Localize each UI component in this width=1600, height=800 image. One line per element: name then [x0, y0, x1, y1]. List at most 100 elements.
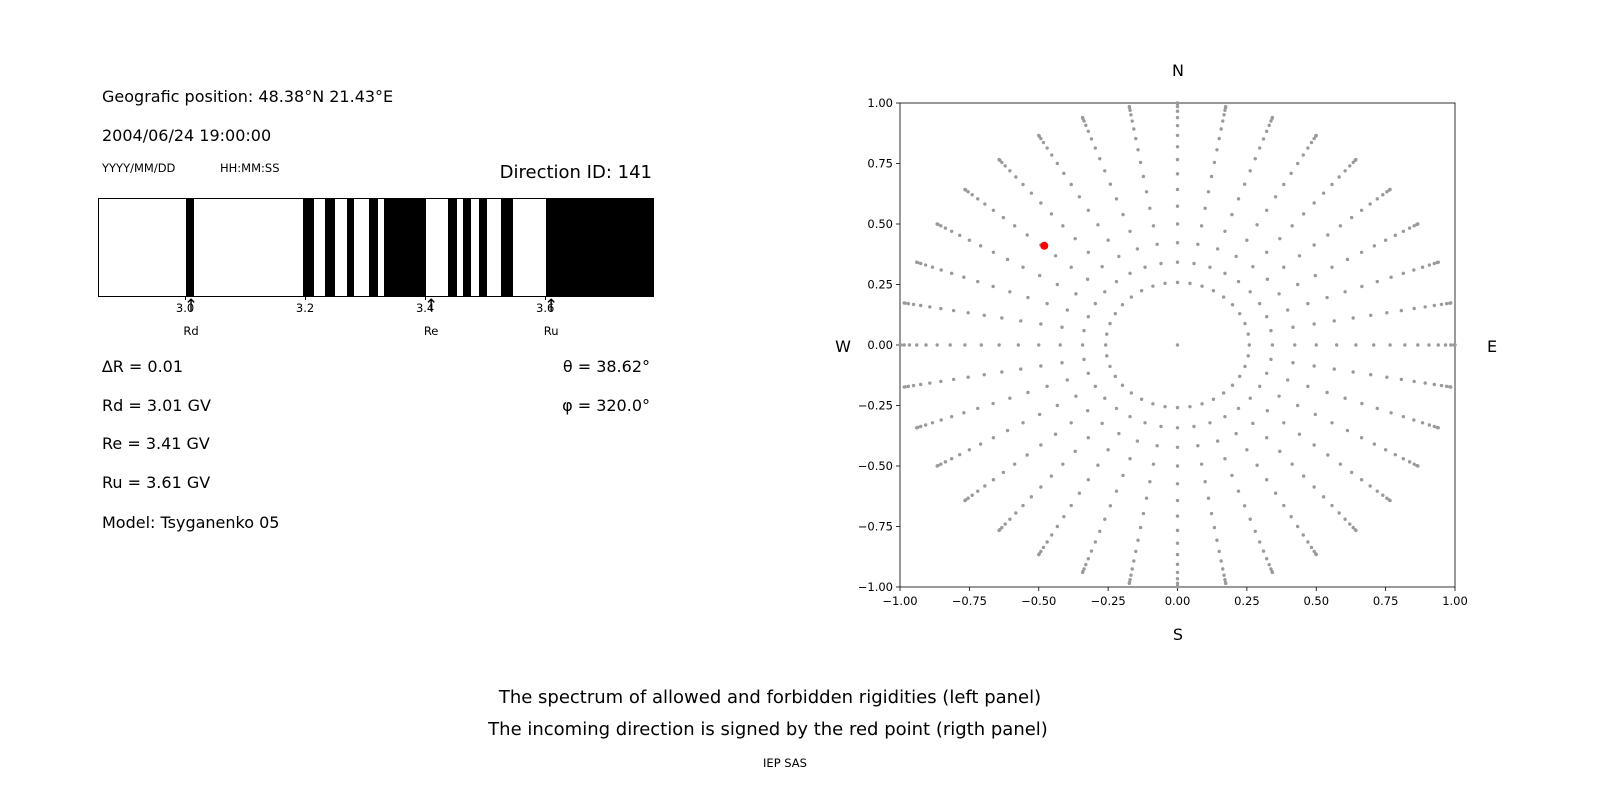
allowed-rigidity-band — [369, 199, 379, 296]
direction-grid-dot — [1175, 123, 1180, 128]
direction-grid-dot — [1432, 382, 1436, 387]
spectrum-tick-mark — [305, 296, 307, 300]
direction-grid-dot — [924, 343, 928, 347]
direction-grid-dot — [1163, 281, 1167, 286]
direction-grid-dot — [1039, 201, 1043, 205]
x-tick-label: 0.75 — [1373, 594, 1399, 608]
direction-grid-dot — [1393, 233, 1398, 238]
direction-grid-dot — [1074, 394, 1078, 398]
direction-grid-dot — [1045, 146, 1049, 150]
direction-grid-dot — [1199, 462, 1204, 466]
direction-grid-dot — [1401, 457, 1406, 461]
direction-grid-dot — [1055, 403, 1060, 408]
y-tick-label: 0.25 — [867, 278, 893, 292]
direction-grid-dot — [997, 343, 1001, 347]
direction-grid-dot — [1175, 445, 1180, 449]
direction-grid-dot — [1385, 311, 1389, 315]
direction-grid-dot — [1055, 161, 1060, 166]
direction-grid-dot — [966, 375, 970, 379]
direction-grid-dot — [1085, 277, 1090, 281]
direction-grid-dot — [1238, 374, 1242, 379]
direction-grid-dot — [1211, 397, 1216, 401]
direction-grid-dot — [1383, 448, 1388, 452]
direction-grid-dot — [1297, 432, 1302, 436]
direction-grid-dot — [1270, 115, 1275, 120]
direction-grid-dot — [1084, 562, 1088, 567]
direction-grid-dot — [1103, 343, 1108, 347]
direction-grid-dot — [915, 260, 919, 264]
direction-grid-dot — [1265, 277, 1270, 281]
direction-grid-dot — [983, 202, 987, 206]
direction-grid-dot — [1251, 264, 1255, 269]
direction-grid-dot — [1343, 290, 1347, 294]
direction-grid-dot — [966, 190, 970, 194]
direction-grid-dot — [976, 406, 980, 411]
direction-grid-dot — [1264, 435, 1269, 440]
direction-grid-dot — [1106, 448, 1110, 452]
direction-grid-dot — [1037, 343, 1041, 347]
direction-grid-dot — [957, 233, 962, 238]
direction-grid-dot — [1014, 175, 1018, 179]
caption-line-2: The incoming direction is signed by the … — [488, 719, 1048, 740]
direction-grid-dot — [1295, 282, 1300, 287]
direction-grid-dot — [1236, 489, 1241, 493]
up-arrow-icon: ↑ — [544, 296, 559, 316]
direction-grid-dot — [1293, 343, 1297, 347]
direction-grid-dot — [1301, 533, 1305, 537]
direction-grid-dot — [1114, 197, 1119, 201]
direction-grid-dot — [1175, 133, 1180, 138]
direction-grid-dot — [1230, 473, 1234, 478]
time-format-label: HH:MM:SS — [220, 161, 280, 175]
direction-grid-dot — [1375, 197, 1379, 201]
direction-grid-dot — [1128, 578, 1132, 582]
direction-grid-dot — [1412, 224, 1416, 228]
rd-value-text: Rd = 3.01 GV — [102, 396, 211, 415]
direction-grid-dot — [1098, 529, 1102, 533]
direction-grid-dot — [923, 423, 928, 427]
direction-grid-dot — [1026, 390, 1030, 395]
direction-grid-dot — [1423, 305, 1427, 309]
direction-grid-dot — [1103, 396, 1107, 400]
direction-grid-dot — [1041, 140, 1046, 145]
direction-grid-dot — [1053, 254, 1058, 258]
direction-grid-dot — [1108, 504, 1113, 508]
direction-grid-dot — [1343, 396, 1347, 400]
direction-grid-dot — [1175, 343, 1180, 347]
direction-grid-dot — [1368, 202, 1372, 206]
direction-grid-dot — [1003, 522, 1007, 526]
direction-grid-dot — [1264, 371, 1269, 376]
direction-grid-dot — [1289, 171, 1293, 176]
cutoff-marker-rd: ↑ Rd — [183, 296, 198, 339]
direction-grid-dot — [1291, 361, 1295, 365]
direction-grid-dot — [1282, 182, 1286, 187]
direction-grid-dot — [1222, 573, 1226, 577]
direction-grid-dot — [1096, 223, 1100, 227]
direction-grid-dot — [1039, 485, 1043, 489]
direction-grid-dot — [1005, 257, 1010, 262]
direction-grid-dot — [1312, 201, 1316, 205]
direction-grid-dot — [1257, 384, 1262, 389]
direction-grid-dot — [1175, 115, 1180, 120]
direction-grid-dot — [1372, 442, 1377, 446]
direction-grid-dot — [915, 426, 919, 430]
direction-grid-dot — [1282, 265, 1286, 269]
direction-grid-dot — [1265, 409, 1270, 413]
cutoff-marker-re: ↑ Re — [424, 296, 439, 339]
direction-grid-dot — [1255, 223, 1259, 227]
direction-grid-dot — [1100, 421, 1104, 426]
direction-grid-dot — [1449, 301, 1453, 305]
direction-grid-dot — [1175, 498, 1180, 503]
direction-grid-dot — [1082, 567, 1086, 571]
direction-grid-dot — [1223, 229, 1227, 233]
direction-grid-dot — [1332, 319, 1336, 323]
direction-grid-dot — [1077, 195, 1082, 199]
direction-grid-dot — [1060, 325, 1064, 329]
direction-grid-dot — [1175, 260, 1180, 264]
direction-grid-dot — [1001, 470, 1006, 475]
direction-grid-dot — [1175, 464, 1180, 468]
direction-grid-dot — [1175, 405, 1180, 410]
direction-grid-dot — [1208, 265, 1212, 269]
direction-grid-dot — [1209, 174, 1214, 179]
direction-grid-dot — [1175, 157, 1180, 162]
rigidity-spectrum-chart — [98, 198, 654, 297]
